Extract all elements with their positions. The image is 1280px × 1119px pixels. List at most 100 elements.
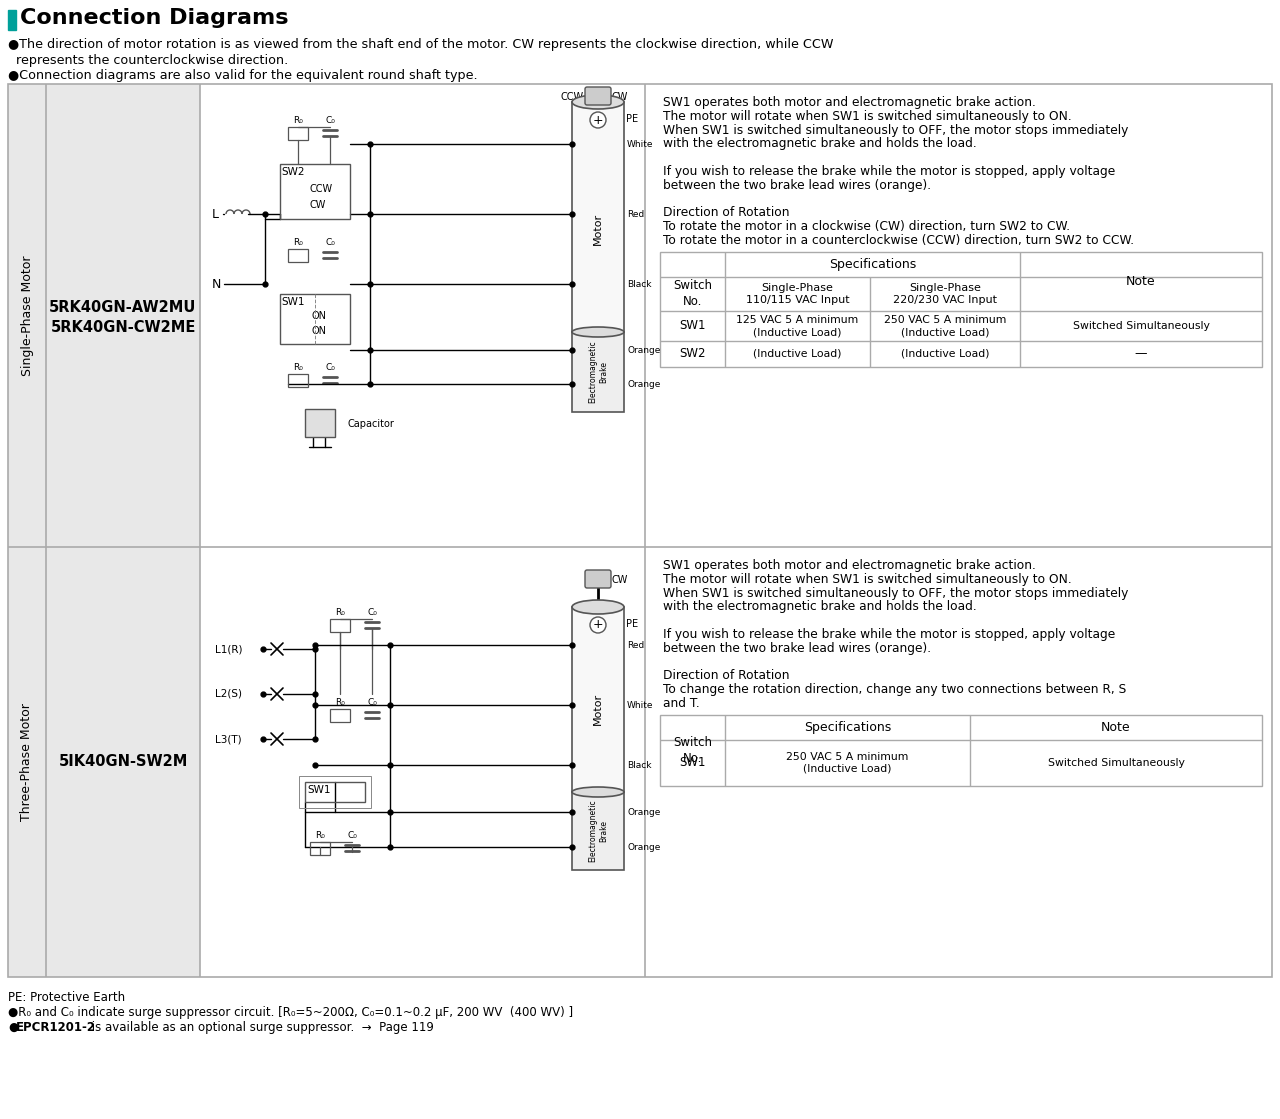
Text: To rotate the motor in a clockwise (CW) direction, turn SW2 to CW.: To rotate the motor in a clockwise (CW) …: [663, 220, 1070, 233]
Text: L1(R): L1(R): [215, 645, 242, 653]
Text: ●Connection diagrams are also valid for the equivalent round shaft type.: ●Connection diagrams are also valid for …: [8, 69, 477, 82]
Ellipse shape: [572, 95, 625, 109]
Text: (Inductive Load): (Inductive Load): [901, 349, 989, 359]
Text: The motor will rotate when SW1 is switched simultaneously to ON.: The motor will rotate when SW1 is switch…: [663, 110, 1071, 123]
Text: 5RK40GN-CW2ME: 5RK40GN-CW2ME: [50, 320, 196, 335]
Text: Note: Note: [1101, 721, 1130, 734]
Text: Orange: Orange: [627, 843, 660, 852]
Text: R₀: R₀: [293, 363, 303, 372]
Bar: [300, 775, 371, 808]
Text: Switched Simultaneously: Switched Simultaneously: [1073, 321, 1210, 331]
Text: Note: Note: [1126, 275, 1156, 288]
Text: Specifications: Specifications: [804, 721, 891, 734]
Text: ●: ●: [8, 1021, 18, 1034]
FancyBboxPatch shape: [585, 570, 611, 587]
Text: If you wish to release the brake while the motor is stopped, apply voltage: If you wish to release the brake while t…: [663, 164, 1115, 178]
Text: (Inductive Load): (Inductive Load): [753, 349, 842, 359]
Bar: [288, 250, 308, 262]
Text: White: White: [627, 140, 654, 149]
Text: 250 VAC 5 A minimum
(Inductive Load): 250 VAC 5 A minimum (Inductive Load): [883, 314, 1006, 337]
Text: ●R₀ and C₀ indicate surge suppressor circuit. [R₀=5~200Ω, C₀=0.1~0.2 μF, 200 WV : ●R₀ and C₀ indicate surge suppressor cir…: [8, 1006, 573, 1019]
Circle shape: [590, 112, 605, 128]
Text: CCW: CCW: [310, 184, 333, 194]
Text: Single-Phase Motor: Single-Phase Motor: [20, 255, 33, 376]
Text: SW2: SW2: [282, 167, 305, 177]
Text: If you wish to release the brake while the motor is stopped, apply voltage: If you wish to release the brake while t…: [663, 628, 1115, 641]
Bar: [305, 782, 365, 802]
Text: SW1: SW1: [680, 319, 705, 332]
Bar: [280, 164, 349, 219]
Bar: [572, 332, 625, 412]
Text: C₀: C₀: [367, 698, 376, 707]
Bar: [572, 792, 625, 869]
Text: C₀: C₀: [325, 116, 335, 125]
Text: Orange: Orange: [627, 346, 660, 355]
Text: Connection Diagrams: Connection Diagrams: [20, 8, 288, 28]
Bar: [660, 715, 1262, 786]
Text: 125 VAC 5 A minimum
(Inductive Load): 125 VAC 5 A minimum (Inductive Load): [736, 314, 859, 337]
Text: White: White: [627, 700, 654, 709]
Text: SW1: SW1: [680, 756, 705, 769]
Text: Switch
No.: Switch No.: [673, 736, 712, 764]
Bar: [572, 606, 625, 792]
Text: R₀: R₀: [335, 698, 344, 707]
Text: Direction of Rotation: Direction of Rotation: [663, 206, 790, 219]
Text: When SW1 is switched simultaneously to OFF, the motor stops immediately: When SW1 is switched simultaneously to O…: [663, 586, 1129, 600]
Ellipse shape: [572, 787, 625, 797]
Text: Single-Phase
220/230 VAC Input: Single-Phase 220/230 VAC Input: [893, 283, 997, 305]
Bar: [8, 84, 46, 977]
Text: represents the counterclockwise direction.: represents the counterclockwise directio…: [8, 54, 288, 67]
Text: between the two brake lead wires (orange).: between the two brake lead wires (orange…: [663, 179, 931, 191]
Text: Direction of Rotation: Direction of Rotation: [663, 669, 790, 683]
Text: +: +: [593, 619, 603, 631]
Text: C₀: C₀: [325, 238, 335, 247]
Text: 5IK40GN-SW2M: 5IK40GN-SW2M: [59, 754, 188, 770]
Text: 5RK40GN-AW2MU: 5RK40GN-AW2MU: [50, 300, 197, 316]
Text: Electromagnetic
Brake: Electromagnetic Brake: [588, 800, 608, 863]
Text: SW1 operates both motor and electromagnetic brake action.: SW1 operates both motor and electromagne…: [663, 96, 1036, 109]
Text: PE: Protective Earth: PE: Protective Earth: [8, 991, 125, 1004]
Text: PE: PE: [626, 114, 639, 124]
Bar: [660, 252, 1262, 367]
Text: Orange: Orange: [627, 380, 660, 389]
Text: L2(S): L2(S): [215, 689, 242, 699]
Text: Red: Red: [627, 641, 644, 650]
Bar: [288, 126, 308, 140]
Text: ●The direction of motor rotation is as viewed from the shaft end of the motor. C: ●The direction of motor rotation is as v…: [8, 38, 833, 51]
Bar: [330, 619, 349, 632]
Text: SW2: SW2: [680, 347, 705, 360]
Text: between the two brake lead wires (orange).: between the two brake lead wires (orange…: [663, 642, 931, 655]
Text: —: —: [1135, 347, 1147, 360]
Text: C₀: C₀: [367, 608, 376, 617]
Text: is available as an optional surge suppressor.  →  Page 119: is available as an optional surge suppre…: [88, 1021, 434, 1034]
Text: CW: CW: [612, 92, 628, 102]
Text: ON: ON: [312, 326, 326, 336]
Text: To change the rotation direction, change any two connections between R, S: To change the rotation direction, change…: [663, 684, 1126, 696]
Text: When SW1 is switched simultaneously to OFF, the motor stops immediately: When SW1 is switched simultaneously to O…: [663, 123, 1129, 137]
Text: CCW: CCW: [561, 92, 584, 102]
Text: L: L: [212, 208, 219, 220]
Bar: [288, 374, 308, 387]
Text: C₀: C₀: [325, 363, 335, 372]
Text: Switch
No.: Switch No.: [673, 280, 712, 309]
Text: Black: Black: [627, 280, 652, 289]
Bar: [310, 841, 330, 855]
Bar: [8, 10, 15, 30]
Text: Switched Simultaneously: Switched Simultaneously: [1047, 758, 1184, 768]
Text: R₀: R₀: [293, 116, 303, 125]
Text: N: N: [212, 278, 221, 291]
Text: PE: PE: [626, 619, 639, 629]
Text: To rotate the motor in a counterclockwise (CCW) direction, turn SW2 to CCW.: To rotate the motor in a counterclockwis…: [663, 234, 1134, 247]
Text: Motor: Motor: [593, 693, 603, 725]
Text: Capacitor: Capacitor: [347, 419, 394, 429]
Ellipse shape: [572, 600, 625, 614]
Text: Red: Red: [627, 210, 644, 219]
Text: with the electromagnetic brake and holds the load.: with the electromagnetic brake and holds…: [663, 138, 977, 150]
Circle shape: [590, 617, 605, 633]
Text: R₀: R₀: [315, 831, 325, 840]
Text: Black: Black: [627, 761, 652, 770]
Text: R₀: R₀: [293, 238, 303, 247]
FancyBboxPatch shape: [585, 87, 611, 105]
Text: CW: CW: [310, 200, 326, 210]
Text: and T.: and T.: [663, 697, 700, 709]
